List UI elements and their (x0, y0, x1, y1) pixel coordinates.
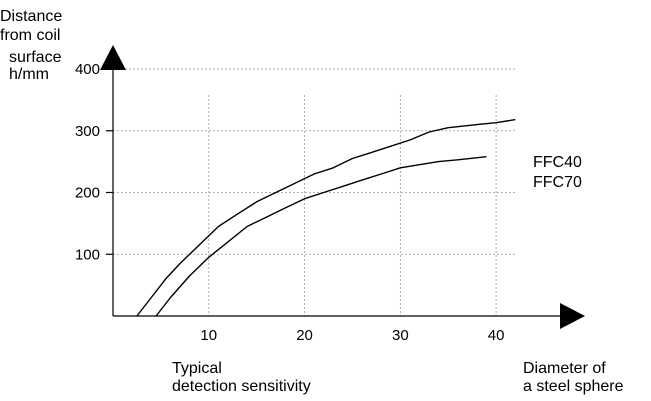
x-tick-label: 30 (392, 327, 409, 344)
y-axis-arrow (100, 45, 126, 70)
series-label-ffc40: FFC40 (533, 154, 582, 171)
y-axis-title-line: Distance (0, 8, 62, 25)
chart-caption-line: detection sensitivity (172, 378, 311, 395)
y-tick-label: 400 (75, 61, 100, 78)
x-axis-arrow (560, 303, 585, 329)
y-axis-title-line: from coil (0, 27, 60, 44)
series-label-ffc70: FFC70 (533, 174, 582, 191)
x-tick-label: 10 (200, 327, 217, 344)
x-tick-label: 20 (296, 327, 313, 344)
y-tick-label: 200 (75, 185, 100, 202)
grid (113, 68, 515, 316)
x-axis-title-line: a steel sphere (523, 378, 624, 395)
series-line-ffc40 (136, 118, 516, 317)
series-labels: FFC40 FFC70 (533, 154, 582, 191)
y-tick-label: 300 (75, 123, 100, 140)
y-axis-title-line: h/mm (9, 66, 49, 83)
x-axis-title-line: Diameter of (523, 360, 606, 377)
x-tick-label: 40 (488, 327, 505, 344)
y-axis-title-line: surface (9, 49, 62, 66)
y-tick-label: 100 (75, 246, 100, 263)
series-line-ffc70 (155, 156, 487, 317)
series (136, 118, 516, 317)
chart-caption-line: Typical (172, 360, 222, 377)
tick-labels: 10 20 30 40 100 200 300 400 (75, 61, 504, 344)
